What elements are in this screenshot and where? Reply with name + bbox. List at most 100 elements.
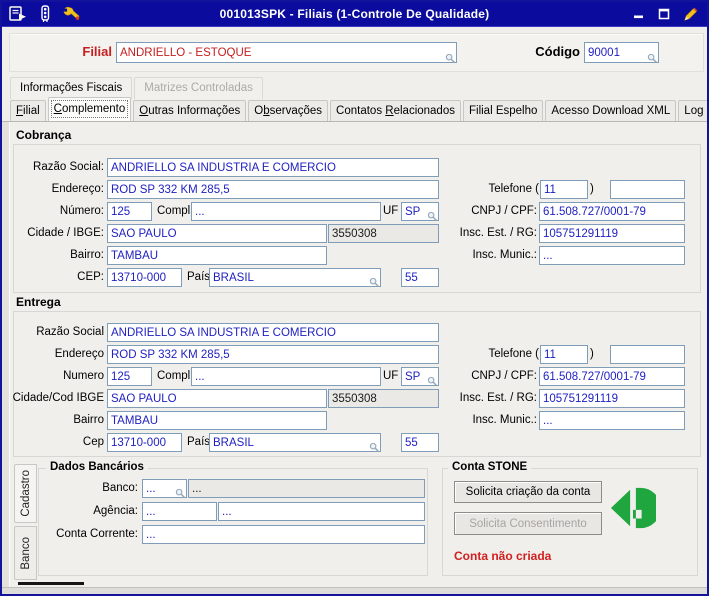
cobranca-razao-social-field[interactable] (107, 158, 439, 177)
tab-filial[interactable]: Filial (10, 100, 46, 121)
maximize-button[interactable] (658, 8, 670, 20)
cobranca-endereco-field[interactable] (107, 180, 439, 199)
codigo-field[interactable] (584, 42, 659, 63)
side-tab-cadastro[interactable]: Cadastro (14, 464, 37, 523)
magnifier-icon[interactable] (369, 277, 380, 288)
bairro-label: Bairro (73, 414, 104, 426)
magnifier-icon[interactable] (369, 442, 380, 453)
entrega-razao-social-field[interactable] (107, 323, 439, 342)
left-gutter (2, 122, 10, 587)
banco-nome-field (188, 479, 425, 498)
form-arrow-icon[interactable] (9, 6, 27, 22)
cobranca-compl-field[interactable] (191, 202, 381, 221)
tab-log[interactable]: Log (678, 100, 707, 121)
cobranca-bairro-field[interactable] (107, 246, 327, 265)
telefone-label: Telefone ( (488, 183, 539, 195)
banco-codigo-field[interactable] (142, 479, 187, 498)
entrega-groupbox (13, 311, 701, 457)
codigo-label: Código (535, 44, 580, 59)
agencia-label: Agência: (93, 505, 138, 517)
entrega-numero-field[interactable] (107, 367, 152, 386)
tab-complemento[interactable]: Complemento (47, 97, 132, 121)
entrega-ddd-field[interactable] (540, 345, 588, 364)
filial-field[interactable] (116, 42, 457, 63)
magnifier-icon[interactable] (427, 376, 438, 387)
tab-observacoes[interactable]: Observações (248, 100, 329, 121)
secondary-tabs: Filial Complemento Outras Informações Ob… (10, 97, 707, 121)
cobranca-insc-est-field[interactable] (539, 224, 685, 243)
cobranca-pais-field[interactable] (209, 268, 381, 287)
conta-stone-title: Conta STONE (448, 461, 532, 473)
cobranca-ibge-field (328, 224, 439, 243)
magnifier-icon[interactable] (427, 211, 438, 222)
entrega-uf-lookup (401, 367, 439, 386)
entrega-telefone-field[interactable] (610, 345, 685, 364)
cobranca-uf-lookup (401, 202, 439, 221)
cobranca-cep-field[interactable] (107, 268, 182, 287)
cobranca-pais-lookup (209, 268, 381, 287)
uf-label: UF (383, 370, 399, 382)
tab-contatos-relacionados[interactable]: Contatos Relacionados (330, 100, 461, 121)
uf-label: UF (383, 205, 399, 217)
entrega-cnpj-field[interactable] (539, 367, 685, 386)
cobranca-ddd-field[interactable] (540, 180, 588, 199)
edit-pencil-icon[interactable] (683, 7, 698, 22)
entrega-bairro-field[interactable] (107, 411, 327, 430)
entrega-insc-est-field[interactable] (539, 389, 685, 408)
solicita-criacao-conta-button[interactable]: Solicita criação da conta (454, 481, 602, 503)
cobranca-cidade-field[interactable] (107, 224, 327, 243)
conta-corrente-field[interactable] (142, 525, 425, 544)
entrega-pais-lookup (209, 433, 381, 452)
tab-outras-informacoes[interactable]: Outras Informações (133, 100, 247, 121)
entrega-ibge-field (328, 389, 439, 408)
agencia-digito-field[interactable] (218, 502, 425, 521)
cep-label: Cep (82, 436, 104, 448)
cobranca-section-title: Cobrança (16, 128, 72, 142)
magnifier-icon[interactable] (175, 488, 186, 499)
entrega-pais-field[interactable] (209, 433, 381, 452)
magnifier-icon[interactable] (445, 53, 456, 64)
telefone-close-label: ) (590, 183, 594, 195)
cobranca-numero-field[interactable] (107, 202, 152, 221)
entrega-insc-mun-field[interactable] (539, 411, 685, 430)
entrega-compl-field[interactable] (191, 367, 381, 386)
tab-content-border (2, 121, 707, 122)
entrega-cidade-field[interactable] (107, 389, 327, 408)
agencia-codigo-field[interactable] (142, 502, 217, 521)
telefone-close-label: ) (590, 348, 594, 360)
compl-label: Compl. (157, 370, 194, 382)
tab-informacoes-fiscais[interactable]: Informações Fiscais (10, 77, 133, 99)
dados-bancarios-groupbox (38, 468, 428, 576)
entrega-endereco-field[interactable] (107, 345, 439, 364)
side-tab-indicator (18, 582, 84, 585)
insc-est-label: Insc. Est. / RG: (459, 392, 537, 404)
insc-est-label: Insc. Est. / RG: (459, 227, 537, 239)
cobranca-ddi-field[interactable] (401, 268, 439, 287)
wrench-icon[interactable] (63, 6, 81, 22)
numero-label: Numero (63, 370, 104, 382)
content-bottom-border (2, 587, 707, 588)
entrega-ddi-field[interactable] (401, 433, 439, 452)
side-tab-banco[interactable]: Banco (14, 526, 37, 580)
entrega-section-title: Entrega (16, 295, 61, 309)
traffic-light-icon[interactable] (38, 5, 52, 23)
minimize-button[interactable] (633, 8, 645, 20)
insc-mun-label: Insc. Munic.: (472, 249, 537, 261)
conta-corrente-label: Conta Corrente: (56, 528, 138, 540)
tab-filial-espelho[interactable]: Filial Espelho (462, 100, 544, 121)
cobranca-insc-mun-field[interactable] (539, 246, 685, 265)
tab-matrizes-controladas: Matrizes Controladas (134, 77, 263, 99)
banco-label: Banco: (102, 482, 138, 494)
compl-label: Compl. (157, 205, 194, 217)
primary-tabs: Informações Fiscais Matrizes Controladas (10, 77, 265, 99)
tab-acesso-download-xml[interactable]: Acesso Download XML (545, 100, 677, 121)
cobranca-telefone-field[interactable] (610, 180, 685, 199)
magnifier-icon[interactable] (647, 53, 658, 64)
bairro-label: Bairro: (70, 249, 104, 261)
cobranca-cnpj-field[interactable] (539, 202, 685, 221)
pais-label: País (187, 436, 211, 448)
solicita-consentimento-button: Solicita Consentimento (454, 512, 602, 535)
cep-label: CEP: (77, 271, 104, 283)
entrega-cep-field[interactable] (107, 433, 182, 452)
